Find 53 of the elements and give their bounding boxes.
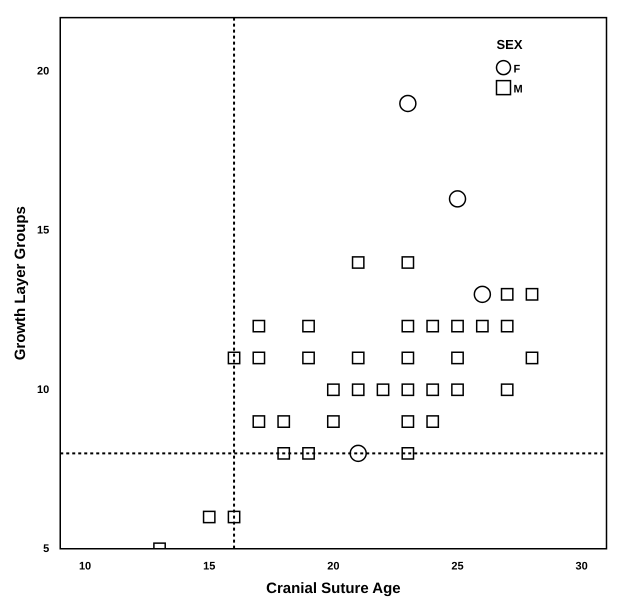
point [476,320,489,333]
x-tick-label: 20 [327,560,340,572]
point [302,352,315,364]
point [252,415,266,428]
y-tick-label: 5 [43,542,50,555]
point [277,415,290,428]
point [401,320,414,333]
point [352,383,365,396]
point [426,415,440,428]
point [448,190,466,208]
x-tick-label: 30 [576,560,588,572]
point [326,415,340,428]
point [228,510,240,524]
point [349,444,367,462]
point [399,94,417,112]
y-tick-label: 10 [36,384,50,396]
legend-label: F [514,64,520,76]
point [500,288,514,301]
x-tick-label: 10 [78,560,92,572]
point [474,286,492,304]
point [302,446,315,460]
point [500,320,514,333]
x-axis-title: Cranial Suture Age [266,580,401,598]
point [426,383,440,396]
point [352,256,365,269]
point [426,320,440,333]
legend-label: M [514,84,523,96]
point [401,446,414,460]
y-tick-label: 20 [36,66,50,78]
point [401,415,414,428]
point [451,352,464,364]
point [252,320,266,333]
point [202,510,216,524]
point [500,383,514,396]
point [401,352,414,364]
point [352,352,365,364]
y-axis-title: Growth Layer Groups [12,206,30,360]
point [451,383,464,396]
x-tick-label: 25 [451,560,464,572]
point [277,446,290,460]
x-tick-label: 15 [203,560,216,572]
y-tick-label: 15 [36,224,50,237]
point [401,383,414,396]
point [526,288,538,301]
point [252,352,266,364]
point [451,320,464,333]
point [376,383,390,396]
point [401,256,414,269]
point [302,320,315,333]
legend-title: SEX [496,37,523,52]
point [326,383,340,396]
point [526,352,538,364]
point [228,352,240,364]
